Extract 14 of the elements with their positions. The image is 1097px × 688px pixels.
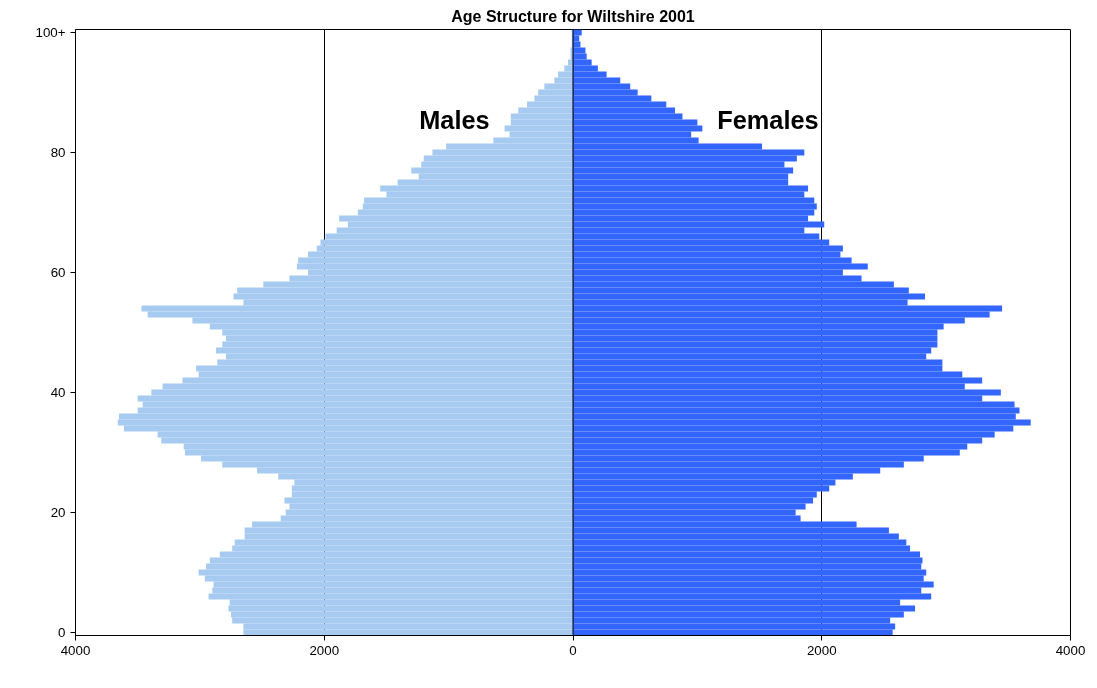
x-tick-label: 2000 [309, 642, 340, 658]
series-label: Males [419, 106, 490, 135]
x-tick-label: 0 [569, 642, 577, 658]
x-tick-label: 4000 [60, 642, 91, 658]
y-tick-label: 80 [50, 145, 66, 160]
y-tick-label: 60 [50, 265, 66, 280]
x-tick-label: 2000 [806, 642, 837, 658]
y-tick-label: 0 [58, 625, 66, 640]
chart-title: Age Structure for Wiltshire 2001 [451, 7, 695, 25]
y-tick-label: 20 [50, 505, 66, 520]
y-tick-label: 40 [50, 385, 66, 400]
series-label: Females [717, 106, 819, 135]
y-tick-label: 100+ [35, 25, 66, 40]
x-tick-label: 4000 [1055, 642, 1086, 658]
